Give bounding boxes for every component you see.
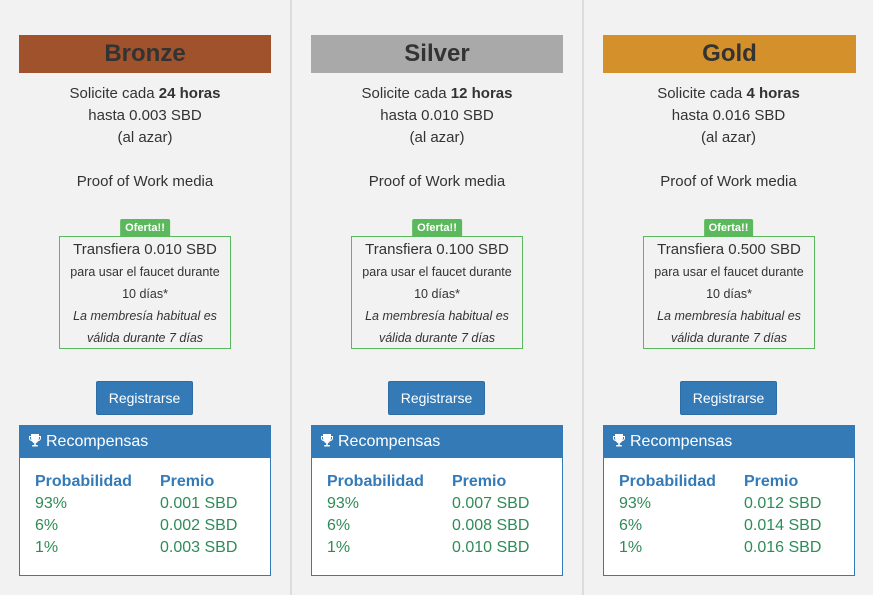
offer-note: válida durante 7 días — [378, 331, 496, 345]
table-row: 1% 0.003 SBD — [35, 539, 265, 561]
probability-value: 1% — [35, 539, 59, 556]
offer-note: válida durante 7 días — [670, 331, 788, 345]
claim-interval-text: Solicite cada 24 horas — [69, 85, 221, 102]
rewards-title: Recompensas — [338, 433, 441, 450]
rewards-panel: Recompensas Probabilidad Premio 93% 0.012 SB… — [603, 425, 855, 576]
table-row: 93% 0.007 SBD — [327, 495, 557, 517]
pow-label: Proof of Work media — [76, 173, 214, 190]
prize-value: 0.002 SBD — [160, 517, 238, 534]
table-row: 93% 0.001 SBD — [35, 495, 265, 517]
tier-column-silver: Silver Solicite cada 12 horas hasta 0.010 … — [292, 0, 582, 595]
probability-value: 93% — [35, 495, 68, 512]
prize-value: 0.010 SBD — [452, 539, 530, 556]
col-probability: Probabilidad — [619, 473, 716, 490]
offer-badge: Oferta!! — [412, 219, 462, 237]
trophy-icon — [321, 434, 333, 447]
offer-use-text: para usar el faucet durante — [362, 265, 512, 279]
offer-duration: 10 días* — [414, 287, 460, 301]
col-probability: Probabilidad — [327, 473, 424, 490]
table-row: 6% 0.002 SBD — [35, 517, 265, 539]
offer-duration: 10 días* — [706, 287, 752, 301]
table-row: 1% 0.016 SBD — [619, 539, 849, 561]
rewards-title: Recompensas — [46, 433, 149, 450]
tier-title: Bronze — [19, 35, 271, 73]
claim-interval-text: Solicite cada 4 horas — [657, 85, 800, 102]
table-row: 1% 0.010 SBD — [327, 539, 557, 561]
max-amount-text: hasta 0.010 SBD — [380, 107, 494, 124]
register-button[interactable]: Registrarse — [388, 381, 485, 415]
offer-note: La membresía habitual es — [73, 309, 217, 323]
prize-value: 0.003 SBD — [160, 539, 238, 556]
offer-use-text: para usar el faucet durante — [70, 265, 220, 279]
claim-interval-text: Solicite cada 12 horas — [361, 85, 513, 102]
rewards-table: Probabilidad Premio 93% 0.001 SBD 6% 0.002 SB… — [35, 473, 265, 561]
column-divider — [582, 0, 584, 595]
rewards-table-header: Probabilidad Premio — [327, 473, 557, 495]
prize-value: 0.001 SBD — [160, 495, 238, 512]
rewards-panel: Recompensas Probabilidad Premio 93% 0.001 SB… — [19, 425, 271, 576]
offer-duration: 10 días* — [122, 287, 168, 301]
tier-title: Gold — [603, 35, 856, 73]
probability-value: 93% — [327, 495, 360, 512]
probability-value: 6% — [327, 517, 351, 534]
rewards-table: Probabilidad Premio 93% 0.012 SBD 6% 0.014 SB… — [619, 473, 849, 561]
prize-value: 0.014 SBD — [744, 517, 822, 534]
rewards-panel: Recompensas Probabilidad Premio 93% 0.007 SB… — [311, 425, 563, 576]
table-row: 6% 0.014 SBD — [619, 517, 849, 539]
pow-label: Proof of Work media — [368, 173, 506, 190]
table-row: 93% 0.012 SBD — [619, 495, 849, 517]
pow-label: Proof of Work media — [660, 173, 797, 190]
offer-box: Transfiera 0.010 SBD para usar el faucet … — [59, 236, 231, 349]
register-button[interactable]: Registrarse — [680, 381, 777, 415]
offer-badge: Oferta!! — [703, 219, 754, 237]
max-amount-text: hasta 0.003 SBD — [88, 107, 202, 124]
tier-title: Silver — [311, 35, 563, 73]
offer-transfer: Transfiera 0.100 SBD — [365, 241, 509, 258]
offer-transfer: Transfiera 0.010 SBD — [73, 241, 217, 258]
random-note: (al azar) — [700, 129, 756, 146]
rewards-table-header: Probabilidad Premio — [35, 473, 265, 495]
probability-value: 6% — [35, 517, 59, 534]
offer-badge: Oferta!! — [120, 219, 170, 237]
column-divider — [290, 0, 292, 595]
prize-value: 0.012 SBD — [744, 495, 822, 512]
offer-note: válida durante 7 días — [86, 331, 204, 345]
trophy-icon — [613, 434, 625, 447]
tier-column-gold: Gold Solicite cada 4 horas hasta 0.016 SBD… — [584, 0, 873, 595]
rewards-table: Probabilidad Premio 93% 0.007 SBD 6% 0.008 SB… — [327, 473, 557, 561]
trophy-icon — [29, 434, 41, 447]
col-prize: Premio — [744, 473, 799, 490]
col-probability: Probabilidad — [35, 473, 132, 490]
probability-value: 1% — [327, 539, 351, 556]
offer-use-text: para usar el faucet durante — [654, 265, 804, 279]
offer-transfer: Transfiera 0.500 SBD — [657, 241, 801, 258]
rewards-table-header: Probabilidad Premio — [619, 473, 849, 495]
probability-value: 1% — [619, 539, 643, 556]
offer-note: La membresía habitual es — [657, 309, 801, 323]
offer-note: La membresía habitual es — [365, 309, 509, 323]
rewards-title: Recompensas — [630, 433, 733, 450]
probability-value: 6% — [619, 517, 643, 534]
prize-value: 0.016 SBD — [744, 539, 822, 556]
rewards-header: Recompensas — [312, 426, 562, 458]
col-prize: Premio — [452, 473, 507, 490]
prize-value: 0.007 SBD — [452, 495, 530, 512]
max-amount-text: hasta 0.016 SBD — [671, 107, 786, 124]
table-row: 6% 0.008 SBD — [327, 517, 557, 539]
register-button[interactable]: Registrarse — [96, 381, 193, 415]
prize-value: 0.008 SBD — [452, 517, 530, 534]
col-prize: Premio — [160, 473, 215, 490]
probability-value: 93% — [619, 495, 652, 512]
random-note: (al azar) — [117, 129, 173, 146]
random-note: (al azar) — [409, 129, 465, 146]
offer-box: Transfiera 0.100 SBD para usar el faucet … — [351, 236, 523, 349]
rewards-header: Recompensas — [604, 426, 854, 458]
rewards-header: Recompensas — [20, 426, 270, 458]
offer-box: Transfiera 0.500 SBD para usar el faucet … — [643, 236, 815, 349]
tier-column-bronze: Bronze Solicite cada 24 horas hasta 0.003 … — [0, 0, 290, 595]
